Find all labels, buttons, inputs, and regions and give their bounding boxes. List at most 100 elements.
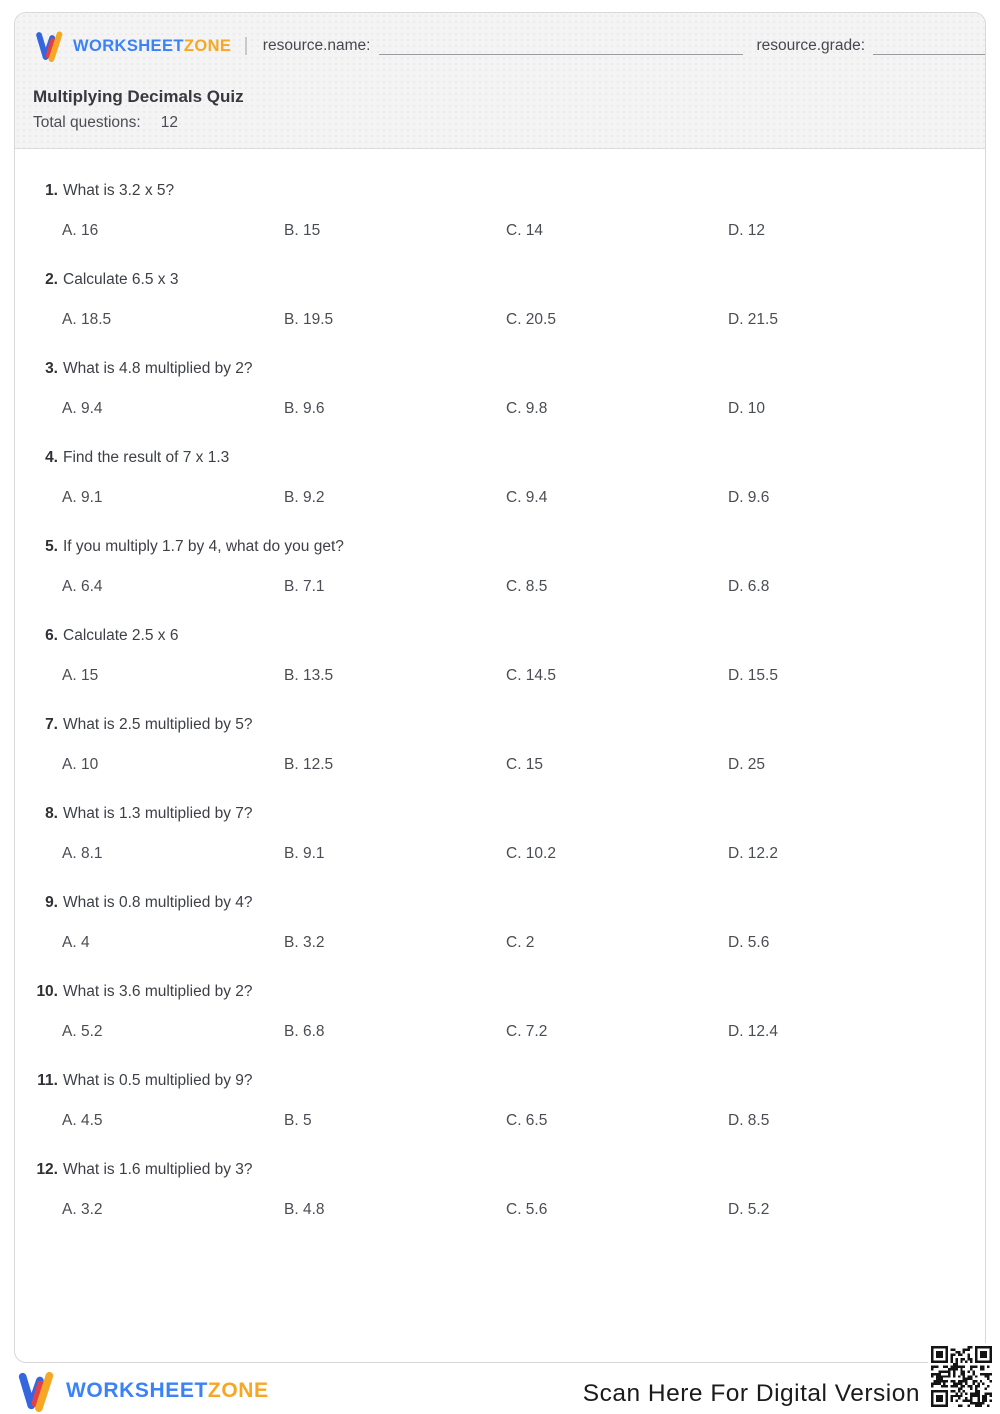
option-b[interactable]: B. 12.5: [284, 756, 334, 773]
option-d[interactable]: D. 25: [728, 756, 766, 773]
option-b[interactable]: B. 19.5: [284, 311, 334, 328]
brand-logo: WORKSHEETZONE: [33, 30, 231, 62]
option-a[interactable]: A. 9.4: [62, 400, 103, 417]
option-a[interactable]: A. 16: [62, 222, 99, 239]
question-line: 4. Find the result of 7 x 1.3: [24, 447, 985, 469]
option-c[interactable]: C. 2: [506, 934, 535, 951]
option-b[interactable]: B. 3.2: [284, 934, 325, 951]
option-b[interactable]: B. 7.1: [284, 578, 325, 595]
option-d[interactable]: D. 8.5: [728, 1112, 770, 1129]
question-number: 3.: [45, 360, 58, 377]
option-c[interactable]: C. 6.5: [506, 1112, 548, 1129]
option-c[interactable]: C. 7.2: [506, 1023, 548, 1040]
card-header: WORKSHEETZONE resource.name: resource.gr…: [15, 13, 985, 149]
question-number: 11.: [37, 1072, 58, 1089]
option-b[interactable]: B. 9.1: [284, 845, 325, 862]
option-d[interactable]: D. 12.2: [728, 845, 778, 862]
option-a[interactable]: A. 6.4: [62, 578, 103, 595]
option-a[interactable]: A. 4.5: [62, 1112, 103, 1129]
question-options: A. 18.5 B. 19.5 C. 20.5 D. 21.5: [62, 309, 985, 331]
option-b[interactable]: B. 15: [284, 222, 321, 239]
qr-code-icon: [928, 1343, 995, 1410]
option-c[interactable]: C. 5.6: [506, 1201, 548, 1218]
option-a[interactable]: A. 3.2: [62, 1201, 103, 1218]
question-options: A. 16 B. 15 C. 14 D. 12: [62, 220, 985, 242]
option-c[interactable]: C. 14.5: [506, 667, 556, 684]
question-options: A. 3.2 B. 4.8 C. 5.6 D. 5.2: [62, 1199, 985, 1221]
option-b[interactable]: B. 4.8: [284, 1201, 325, 1218]
header-row: WORKSHEETZONE resource.name: resource.gr…: [33, 30, 985, 62]
option-a[interactable]: A. 10: [62, 756, 99, 773]
scan-here-text: Scan Here For Digital Version: [582, 1380, 920, 1407]
option-c[interactable]: C. 10.2: [506, 845, 556, 862]
option-c[interactable]: C. 15: [506, 756, 544, 773]
option-a[interactable]: A. 5.2: [62, 1023, 103, 1040]
question-text: What is 4.8 multiplied by 2?: [63, 360, 253, 377]
question-block: 11. What is 0.5 multiplied by 9? A. 4.5 B…: [24, 1070, 985, 1132]
question-line: 10. What is 3.6 multiplied by 2?: [24, 981, 985, 1003]
option-d[interactable]: D. 10: [728, 400, 766, 417]
option-a[interactable]: A. 9.1: [62, 489, 103, 506]
question-number: 12.: [36, 1161, 58, 1178]
question-options: A. 8.1 B. 9.1 C. 10.2 D. 12.2: [62, 843, 985, 865]
question-options: A. 10 B. 12.5 C. 15 D. 25: [62, 754, 985, 776]
question-text: What is 0.8 multiplied by 4?: [63, 894, 253, 911]
worksheet-card: WORKSHEETZONE resource.name: resource.gr…: [14, 12, 986, 1363]
question-options: A. 15 B. 13.5 C. 14.5 D. 15.5: [62, 665, 985, 687]
question-line: 9. What is 0.8 multiplied by 4?: [24, 892, 985, 914]
option-d[interactable]: D. 5.6: [728, 934, 770, 951]
option-b[interactable]: B. 9.6: [284, 400, 325, 417]
option-d[interactable]: D. 12.4: [728, 1023, 778, 1040]
option-c[interactable]: C. 14: [506, 222, 544, 239]
question-block: 9. What is 0.8 multiplied by 4? A. 4 B. 3…: [24, 892, 985, 954]
option-a[interactable]: A. 15: [62, 667, 99, 684]
question-block: 10. What is 3.6 multiplied by 2? A. 5.2 B…: [24, 981, 985, 1043]
question-block: 4. Find the result of 7 x 1.3 A. 9.1 B. 9…: [24, 447, 985, 509]
question-line: 12. What is 1.6 multiplied by 3?: [24, 1159, 985, 1181]
question-line: 8. What is 1.3 multiplied by 7?: [24, 803, 985, 825]
option-d[interactable]: D. 6.8: [728, 578, 770, 595]
question-options: A. 6.4 B. 7.1 C. 8.5 D. 6.8: [62, 576, 985, 598]
question-line: 11. What is 0.5 multiplied by 9?: [24, 1070, 985, 1092]
option-d[interactable]: D. 9.6: [728, 489, 770, 506]
footer-brand-worksheet-text: WORKSHEET: [66, 1379, 208, 1402]
option-a[interactable]: A. 4: [62, 934, 90, 951]
footer-brand-logo: WORKSHEETZONE: [15, 1370, 269, 1412]
question-number: 8.: [45, 805, 58, 822]
option-c[interactable]: C. 9.8: [506, 400, 548, 417]
question-number: 4.: [45, 449, 58, 466]
question-number: 10.: [36, 983, 58, 1000]
question-text: Calculate 6.5 x 3: [63, 271, 179, 288]
resource-grade-write-line[interactable]: [873, 54, 985, 55]
question-block: 12. What is 1.6 multiplied by 3? A. 3.2 B…: [24, 1159, 985, 1221]
option-d[interactable]: D. 21.5: [728, 311, 778, 328]
option-d[interactable]: D. 12: [728, 222, 766, 239]
question-options: A. 9.4 B. 9.6 C. 9.8 D. 10: [62, 398, 985, 420]
quiz-total-line: Total questions: 12: [33, 114, 985, 132]
question-block: 6. Calculate 2.5 x 6 A. 15 B. 13.5 C. 14.5…: [24, 625, 985, 687]
quiz-title: Multiplying Decimals Quiz: [33, 87, 244, 106]
question-text: What is 1.6 multiplied by 3?: [63, 1161, 253, 1178]
question-text: Calculate 2.5 x 6: [63, 627, 179, 644]
resource-grade-label: resource.grade:: [756, 37, 865, 54]
option-b[interactable]: B. 9.2: [284, 489, 325, 506]
question-text: What is 1.3 multiplied by 7?: [63, 805, 253, 822]
option-a[interactable]: A. 8.1: [62, 845, 103, 862]
option-c[interactable]: C. 9.4: [506, 489, 548, 506]
footer-brand-zone-text: ZONE: [207, 1379, 269, 1402]
option-b[interactable]: B. 5: [284, 1112, 312, 1129]
option-b[interactable]: B. 6.8: [284, 1023, 325, 1040]
option-d[interactable]: D. 5.2: [728, 1201, 770, 1218]
option-d[interactable]: D. 15.5: [728, 667, 778, 684]
question-block: 1. What is 3.2 x 5? A. 16 B. 15 C. 14 D. 12: [24, 180, 985, 242]
worksheetzone-logo-icon: [36, 31, 63, 62]
resource-name-write-line[interactable]: [378, 54, 744, 55]
question-text: What is 2.5 multiplied by 5?: [63, 716, 253, 733]
question-block: 8. What is 1.3 multiplied by 7? A. 8.1 B.…: [24, 803, 985, 865]
option-c[interactable]: C. 20.5: [506, 311, 556, 328]
option-a[interactable]: A. 18.5: [62, 311, 112, 328]
question-options: A. 9.1 B. 9.2 C. 9.4 D. 9.6: [62, 487, 985, 509]
worksheetzone-logo-icon: [18, 1371, 54, 1412]
option-b[interactable]: B. 13.5: [284, 667, 334, 684]
option-c[interactable]: C. 8.5: [506, 578, 548, 595]
